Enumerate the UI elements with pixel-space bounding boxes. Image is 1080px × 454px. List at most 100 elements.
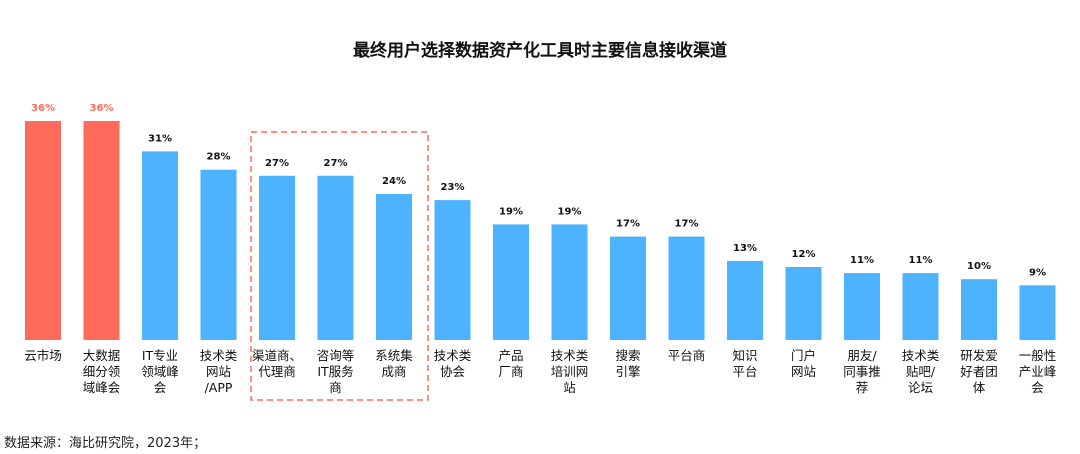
x-tick-label: 门户网站 — [791, 348, 816, 379]
bar — [785, 267, 822, 340]
x-tick-label-line: 论坛 — [908, 380, 933, 395]
x-tick-label-line: 产品 — [498, 348, 523, 363]
x-tick-label-line: 一般性 — [1019, 348, 1057, 363]
x-tick-label: 渠道商、代理商 — [252, 348, 302, 379]
highlight-box — [250, 131, 429, 401]
x-tick-label-line: 领域峰 — [141, 364, 179, 379]
x-tick-label: 一般性产业峰会 — [1019, 348, 1057, 395]
x-tick-label-line: 搜索 — [615, 348, 640, 363]
x-tick-label-line: 协会 — [440, 364, 466, 379]
value-label: 11% — [850, 255, 874, 266]
x-tick-label-line: 网站 — [206, 364, 231, 379]
value-label: 13% — [733, 243, 757, 254]
bar — [83, 121, 120, 340]
value-label: 9% — [1029, 267, 1046, 278]
x-tick-label-line: IT专业 — [142, 348, 178, 363]
x-tick-label-line: 研发爱 — [960, 348, 998, 363]
value-label: 24% — [382, 176, 406, 187]
x-tick-label-line: 知识 — [732, 348, 757, 363]
bar — [259, 175, 295, 341]
bar — [317, 175, 354, 341]
x-tick-label-line: 技术类 — [551, 348, 589, 363]
bar — [376, 194, 412, 340]
chart-title: 最终用户选择数据资产化工具时主要信息接收渠道 — [353, 41, 727, 61]
value-label: 19% — [499, 206, 523, 217]
x-tick-label: 平台商 — [668, 348, 706, 363]
x-tick-label-line: 同事推 — [843, 364, 881, 379]
x-tick-label-line: 系统集 — [375, 348, 413, 363]
x-tick-label: 朋友/同事推荐 — [843, 348, 881, 395]
x-tick-label: 技术类培训网站 — [551, 348, 589, 395]
value-label: 36% — [90, 103, 114, 114]
x-tick-label-line: /APP — [205, 380, 233, 395]
value-label: 19% — [558, 206, 582, 217]
x-tick-label-line: 商 — [329, 380, 342, 395]
x-tick-label-line: 体 — [973, 380, 986, 395]
x-tick-label-line: 技术类 — [434, 348, 472, 363]
x-tick-label: 云市场 — [24, 348, 62, 363]
x-tick-label-line: 培训网 — [551, 364, 589, 379]
x-tick-label-line: 站 — [563, 380, 576, 395]
bar — [200, 169, 237, 340]
x-tick-label: IT专业领域峰会 — [141, 348, 179, 395]
x-tick-label-line: 技术类 — [902, 348, 940, 363]
x-tick-label-line: 网站 — [791, 364, 816, 379]
x-tick-label-line: 大数据 — [83, 348, 121, 363]
x-tick-label: 知识平台 — [732, 348, 757, 379]
x-tick-label: 大数据细分领域峰会 — [83, 348, 121, 395]
x-tick-label-line: 引擎 — [615, 364, 640, 379]
x-tick-label-line: 平台 — [732, 364, 757, 379]
x-tick-label-line: 细分领 — [83, 364, 121, 379]
x-tick-label-line: 朋友/ — [847, 348, 877, 363]
value-label: 28% — [207, 152, 231, 163]
x-tick-label-line: 贴吧/ — [906, 364, 936, 379]
x-tick-label-line: 门户 — [791, 348, 816, 363]
x-tick-label-line: IT服务 — [317, 364, 353, 379]
x-tick-label-line: 渠道商、 — [252, 348, 302, 363]
x-tick-label: 研发爱好者团体 — [960, 348, 998, 395]
value-label: 17% — [616, 219, 640, 230]
bar — [551, 224, 588, 340]
value-label: 23% — [441, 182, 465, 193]
bar — [961, 279, 997, 340]
value-label: 10% — [967, 261, 991, 272]
value-label: 31% — [148, 133, 172, 144]
x-tick-label-line: 云市场 — [24, 348, 62, 363]
bars-layer — [25, 121, 1056, 341]
x-tick-label-line: 厂商 — [498, 364, 523, 379]
x-tick-label: 产品厂商 — [498, 348, 523, 379]
x-tick-label: 技术类协会 — [434, 348, 472, 379]
x-tick-label-line: 好者团 — [960, 364, 998, 379]
bar — [493, 224, 529, 340]
x-tick-label: 搜索引擎 — [615, 348, 640, 379]
x-tick-label: 技术类贴吧/论坛 — [902, 348, 940, 395]
x-tick-label-line: 荐 — [856, 380, 869, 395]
source-note: 数据来源：海比研究院，2023年； — [4, 436, 207, 451]
value-labels-layer: 36% 36% 31% 28% 27% 27% 24% 23% 19% 19% 17% 17% 13% 1… — [31, 103, 1046, 278]
value-label: 27% — [324, 158, 348, 169]
x-tick-label-line: 平台商 — [668, 348, 706, 363]
x-tick-label-line: 成商 — [381, 364, 406, 379]
x-tick-label-line: 技术类 — [200, 348, 238, 363]
x-tick-label: 系统集成商 — [375, 348, 413, 379]
x-tick-label-line: 产业峰 — [1019, 364, 1057, 379]
x-tick-label-line: 咨询等 — [317, 348, 355, 363]
bar — [844, 273, 880, 340]
bar — [668, 236, 705, 340]
bar — [25, 121, 61, 340]
bar — [727, 260, 763, 340]
bar — [902, 273, 939, 340]
x-tick-label: 技术类网站/APP — [200, 348, 238, 395]
x-tick-label-line: 会 — [154, 380, 167, 395]
bar — [1019, 285, 1056, 341]
value-label: 17% — [675, 219, 699, 230]
x-tick-label-line: 会 — [1031, 380, 1044, 395]
x-tick-label-line: 域峰会 — [83, 380, 121, 395]
x-tick-label: 咨询等 IT服务商 — [317, 348, 355, 395]
x-tick-label-line: 代理商 — [258, 364, 296, 379]
bar — [142, 151, 178, 340]
bar — [434, 200, 471, 340]
value-label: 12% — [792, 249, 816, 260]
